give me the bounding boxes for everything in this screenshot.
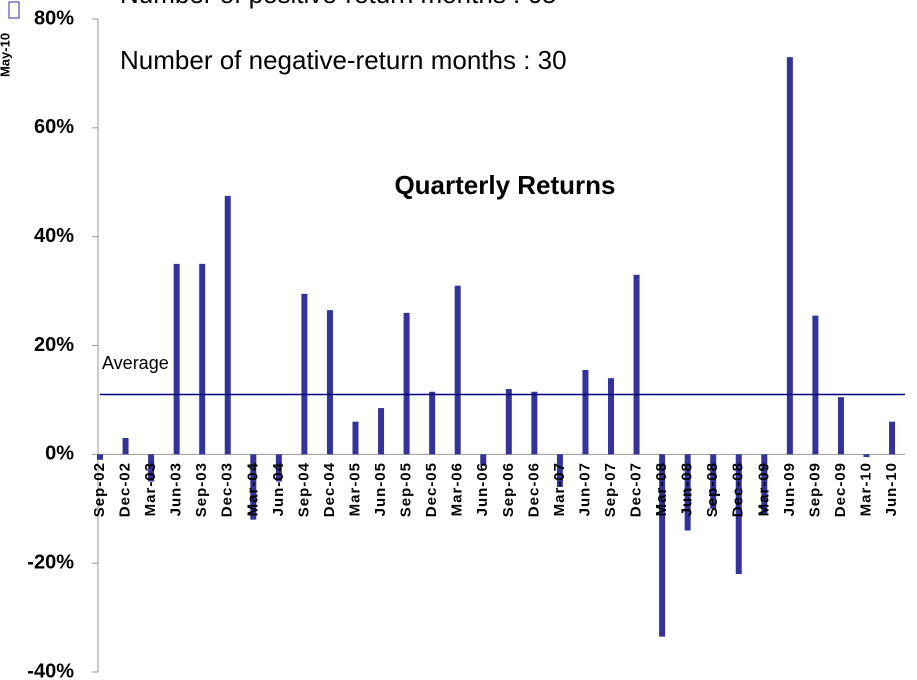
- bar: [786, 57, 793, 455]
- x-tick-label: Mar-09: [755, 462, 772, 516]
- legend-box: [8, 1, 20, 19]
- bar: [429, 391, 436, 455]
- x-tick-label: Jun-05: [372, 462, 389, 516]
- x-tick-label: Mar-08: [653, 462, 670, 516]
- bar: [275, 454, 282, 482]
- y-tick-label: 0%: [45, 443, 74, 465]
- x-tick-label: Mar-03: [142, 462, 159, 516]
- y-tick-label: 80%: [34, 7, 74, 29]
- x-tick-label: Sep-05: [398, 462, 415, 517]
- x-tick-label: Jun-07: [576, 462, 593, 516]
- x-tick-label: Dec-08: [730, 462, 747, 517]
- x-tick-label: Sep-07: [602, 462, 619, 517]
- x-tick-label: Dec-07: [628, 462, 645, 517]
- bar: [812, 315, 819, 455]
- y-tick-label: 40%: [34, 225, 74, 247]
- x-tick-label: Jun-10: [883, 462, 900, 516]
- x-tick-label: Mar-05: [346, 462, 363, 516]
- bar: [608, 378, 614, 455]
- x-tick-label: Jun-03: [168, 462, 185, 516]
- bar: [250, 454, 257, 520]
- bar: [684, 454, 691, 531]
- x-tick-label: Jun-04: [270, 462, 287, 516]
- y-tick-label: -20%: [27, 551, 74, 573]
- x-tick-label: Sep-08: [704, 462, 721, 517]
- bar: [633, 274, 640, 455]
- bar: [326, 310, 333, 455]
- x-tick-label: Dec-03: [219, 462, 236, 517]
- bar: [735, 454, 742, 575]
- y-tick-label: 20%: [34, 334, 74, 356]
- x-tick-label: Dec-02: [117, 462, 134, 517]
- bar: [761, 454, 768, 515]
- bar: [659, 454, 666, 637]
- bar: [505, 389, 512, 455]
- x-tick-label: Jun-06: [474, 462, 491, 516]
- x-tick-label: Sep-03: [193, 462, 210, 517]
- bar: [531, 391, 538, 455]
- chart-title: Quarterly Returns: [394, 170, 615, 200]
- bar: [837, 397, 844, 455]
- bar: [378, 408, 385, 455]
- bar: [403, 312, 410, 455]
- x-tick-label: Dec-04: [321, 462, 338, 517]
- x-tick-label: Sep-04: [295, 462, 312, 517]
- bar: [199, 263, 206, 455]
- x-tick-label: Sep-09: [806, 462, 823, 517]
- x-tick-label: Mar-10: [857, 462, 874, 516]
- x-tick-label: Dec-05: [423, 462, 440, 517]
- x-tick-label: Dec-09: [832, 462, 849, 517]
- x-tick-label: Jun-09: [781, 462, 798, 516]
- x-tick-label: Mar-04: [244, 462, 261, 516]
- y-tick-label: 60%: [34, 116, 74, 138]
- bar: [122, 438, 129, 455]
- bar: [480, 454, 487, 466]
- x-tick-label: Jun-08: [679, 462, 696, 516]
- annotation: Number of negative-return months : 30: [120, 45, 567, 75]
- bar: [224, 195, 231, 455]
- bar: [301, 293, 308, 455]
- y-tick-label: -40%: [27, 660, 74, 680]
- bar: [710, 454, 717, 509]
- x-tick-label: Sep-02: [91, 462, 108, 517]
- bar: [454, 285, 461, 455]
- bar: [148, 454, 155, 482]
- bar: [352, 421, 359, 455]
- x-tick-label: Dec-06: [525, 462, 542, 517]
- bar: [889, 421, 896, 455]
- bar: [556, 454, 563, 487]
- bar: [863, 454, 870, 458]
- x-tick-label: Mar-06: [449, 462, 466, 516]
- bar: [173, 263, 180, 455]
- bar: [97, 454, 103, 460]
- bar: [582, 369, 589, 455]
- x-tick-label: Sep-06: [500, 462, 517, 517]
- annotation: May-10: [0, 33, 12, 77]
- average-label: Average: [102, 353, 169, 373]
- annotation: Number of positive-return months : 65: [120, 0, 556, 9]
- x-tick-label: Mar-07: [551, 462, 568, 516]
